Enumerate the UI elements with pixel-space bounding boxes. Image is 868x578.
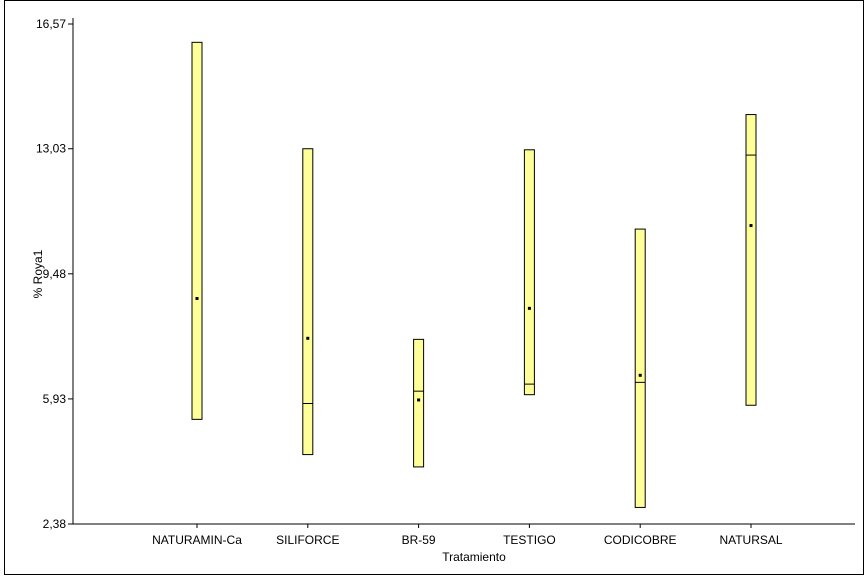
y-tick-label: 13,03 [36,142,66,156]
x-tick-label: BR-59 [402,533,436,547]
x-tick-label: TESTIGO [503,533,556,547]
box-mean-point [749,224,753,228]
x-tick-label: SILIFORCE [276,533,339,547]
box-mean-point [195,296,199,300]
box [523,149,535,396]
box-mean-point [638,373,642,377]
box-mean-point [417,398,421,402]
x-axis-ticks: NATURAMIN-Ca SILIFORCE BR-59 TESTIGO CODICOB… [152,524,783,547]
x-tick-label: NATURSAL [719,533,782,547]
x-tick-label: CODICOBRE [604,533,677,547]
y-tick-label: 9,48 [43,267,67,281]
box [191,41,203,420]
x-axis-title: Tratamiento [442,550,506,564]
y-tick-label: 16,57 [36,17,66,31]
box [302,148,314,456]
box [413,338,425,468]
box-mean-point [527,306,531,310]
y-axis-title: % Roya1 [31,249,45,298]
chart-frame [4,0,864,575]
x-tick-label: NATURAMIN-Ca [152,533,242,547]
box-mean-point [306,336,310,340]
y-tick-label: 5,93 [43,392,67,406]
box [745,114,757,406]
boxes [191,41,757,508]
y-axis-ticks: 2,38 5,93 9,48 13,03 16,57 [36,17,73,531]
box [634,228,646,508]
y-tick-label: 2,38 [43,517,67,531]
